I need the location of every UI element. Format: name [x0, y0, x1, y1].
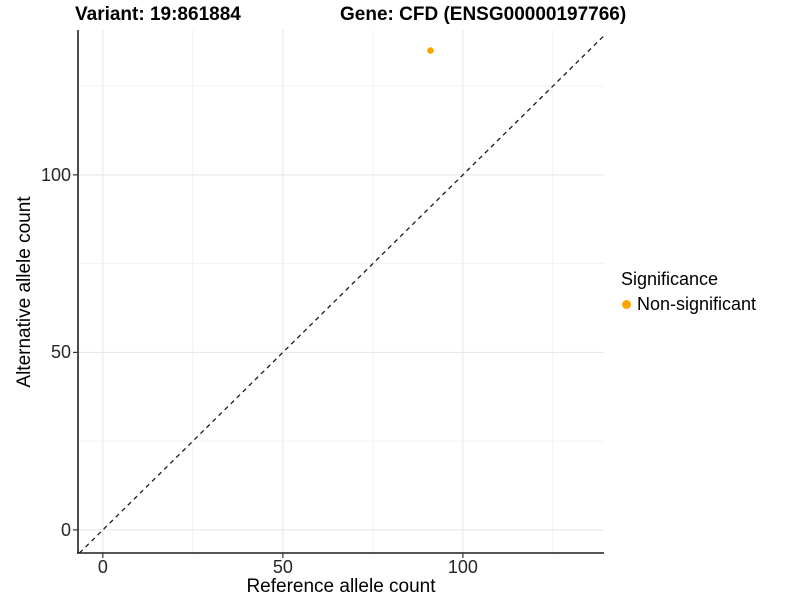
- y-tick-label: 100: [40, 164, 71, 185]
- identity-reference-line: [78, 35, 605, 554]
- x-axis-title: Reference allele count: [246, 576, 436, 597]
- data-point: [427, 47, 434, 54]
- y-axis-title: Alternative allele count: [14, 196, 35, 388]
- plot-title-variant: Variant: 19:861884: [75, 4, 241, 25]
- y-tick-label: 0: [60, 519, 71, 540]
- legend: Significance Non-significant: [621, 269, 756, 315]
- x-tick-label: 100: [447, 557, 478, 577]
- x-tick-label: 50: [272, 557, 293, 577]
- legend-item-non-significant: Non-significant: [621, 294, 756, 315]
- legend-item-label: Non-significant: [637, 294, 757, 314]
- legend-title: Significance: [621, 269, 719, 289]
- plot-title-gene: Gene: CFD (ENSG00000197766): [340, 4, 627, 25]
- x-tick-label: 0: [97, 557, 108, 577]
- legend-marker-circle-icon: [622, 300, 631, 309]
- y-tick-label: 50: [50, 342, 71, 363]
